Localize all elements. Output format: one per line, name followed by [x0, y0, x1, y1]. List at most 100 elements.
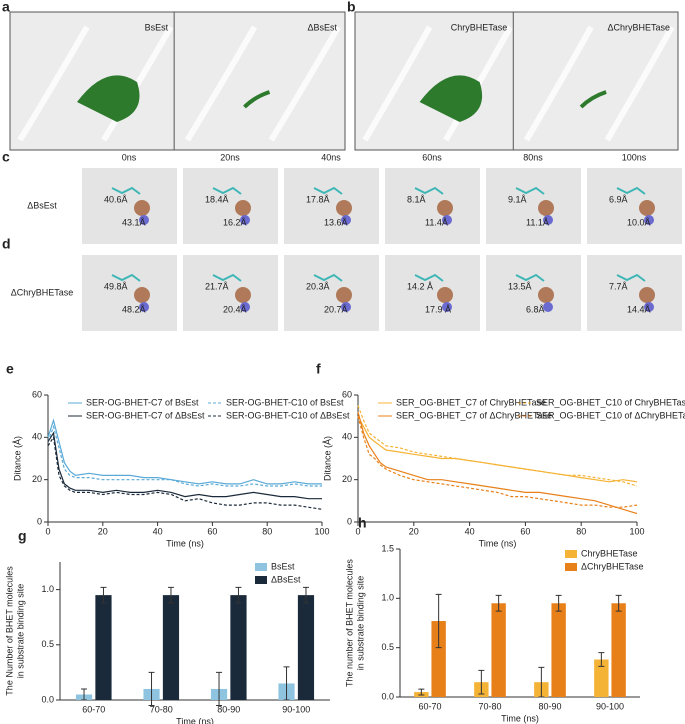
- residue: [139, 215, 149, 225]
- x-axis-label: Time (ns): [479, 538, 517, 548]
- ligand-cluster: [243, 90, 271, 109]
- legend-label: SER-OG-BHET-C7 of ΔBsEst: [86, 410, 205, 420]
- substrate: [414, 273, 444, 282]
- residue: [139, 302, 149, 312]
- residue: [235, 200, 251, 216]
- distance-label: 8.1Å: [407, 194, 426, 204]
- snapshot-image: [183, 168, 278, 244]
- x-axis-label: Time (ns): [501, 713, 539, 723]
- residue: [341, 215, 351, 225]
- residue: [543, 215, 553, 225]
- snapshot-image: [587, 255, 682, 331]
- distance-label: 20.3Å: [306, 281, 330, 291]
- y-tick-label: 1.0: [381, 593, 394, 603]
- y-tick-label: 0.0: [41, 694, 54, 704]
- legend-label: SER_OG-BHET_C7 of ChryBHETase: [396, 397, 546, 407]
- distance-label: 49.8Å: [104, 281, 128, 291]
- substrate: [616, 273, 646, 282]
- time-label: 100ns: [622, 152, 647, 162]
- y-tick-label: 0.5: [41, 639, 54, 649]
- distance-label: 14.2 Å: [407, 281, 433, 291]
- panel-label: g: [18, 528, 27, 544]
- legend-label: SER-OG-BHET-C7 of BsEst: [86, 397, 199, 407]
- substrate: [313, 186, 343, 195]
- x-tick-label: 100: [314, 526, 329, 536]
- substrate: [414, 186, 444, 195]
- y-axis-label: Ditance (Å): [12, 436, 22, 481]
- legend-swatch: [565, 550, 577, 558]
- ligand-cluster: [579, 90, 607, 109]
- time-label: 40ns: [321, 152, 341, 162]
- error-bar: [615, 594, 622, 612]
- series-line: [357, 411, 638, 515]
- distance-label: 20.7Å: [324, 304, 348, 314]
- y-tick-label: 0.5: [381, 642, 394, 652]
- panel-label: h: [358, 515, 367, 531]
- ribbon: [604, 25, 675, 142]
- distance-label: 13.5Å: [508, 281, 532, 291]
- snapshot-image: [385, 168, 480, 244]
- time-label: 20ns: [220, 152, 240, 162]
- residue: [543, 302, 553, 312]
- y-tick-label: 0.0: [381, 691, 394, 701]
- snapshot-image: [82, 168, 177, 244]
- ribbon: [523, 25, 594, 142]
- error-bar: [495, 594, 502, 612]
- time-label: 80ns: [523, 152, 543, 162]
- residue: [437, 200, 453, 216]
- distance-label: 16.2Å: [223, 217, 247, 227]
- distance-label: 11.4Å: [425, 217, 448, 227]
- residue: [240, 215, 250, 225]
- row-label: ΔChryBHETase: [11, 287, 74, 297]
- legend-label: SER-OG-BHET-C10 of ΔBsEst: [226, 410, 350, 420]
- error-bar: [167, 586, 174, 604]
- error-bar: [283, 666, 290, 701]
- structure-image: [354, 11, 679, 151]
- distance-label: 6.8Å: [526, 304, 545, 314]
- legend-label: SER-OG-BHET-C10 of BsEst: [226, 397, 344, 407]
- error-bar: [598, 652, 605, 667]
- ribbon: [184, 25, 258, 142]
- y-axis-label: The Number of BHET molecules: [4, 566, 14, 696]
- residue: [442, 302, 452, 312]
- snapshot-image: [486, 168, 581, 244]
- x-tick-label: 90-100: [282, 704, 310, 714]
- distance-label: 18.4Å: [205, 194, 229, 204]
- error-bar: [81, 688, 88, 701]
- substrate: [616, 186, 646, 195]
- distance-label: 14.4Å: [627, 304, 651, 314]
- ligand-cluster: [419, 75, 483, 122]
- panel-label: d: [2, 236, 11, 252]
- residue: [341, 302, 351, 312]
- distance-label: 6.9Å: [609, 194, 628, 204]
- y-tick-label: 0: [37, 516, 42, 526]
- x-tick-label: 100: [629, 526, 644, 536]
- time-label: 0ns: [122, 152, 137, 162]
- substrate: [313, 273, 343, 282]
- caption: ΔBsEst: [307, 22, 337, 32]
- residue: [639, 200, 655, 216]
- x-tick-label: 40: [465, 526, 475, 536]
- legend-label: SER_OG-BHET_C7 of ΔChryBHETase: [396, 410, 552, 420]
- y-tick-label: 40: [32, 432, 42, 442]
- snapshot-image: [385, 255, 480, 331]
- residue: [437, 287, 453, 303]
- y-tick-label: 20: [342, 474, 352, 484]
- substrate: [515, 273, 545, 282]
- bar: [162, 595, 180, 700]
- ribbon: [362, 25, 433, 142]
- residue: [538, 200, 554, 216]
- legend-label: ΔChryBHETase: [581, 561, 644, 571]
- legend-label: SER_OG-BHET_C10 of ChryBHETase: [536, 397, 685, 407]
- substrate: [111, 186, 141, 195]
- x-tick-label: 70-80: [478, 701, 501, 711]
- error-bar: [555, 594, 562, 612]
- caption: ΔChryBHETase: [607, 22, 670, 32]
- ligand-cluster: [77, 75, 140, 122]
- ribbon: [101, 25, 174, 142]
- series-line: [47, 418, 322, 485]
- bar: [611, 603, 626, 697]
- panel-label: a: [2, 0, 10, 15]
- y-tick-label: 60: [342, 389, 352, 399]
